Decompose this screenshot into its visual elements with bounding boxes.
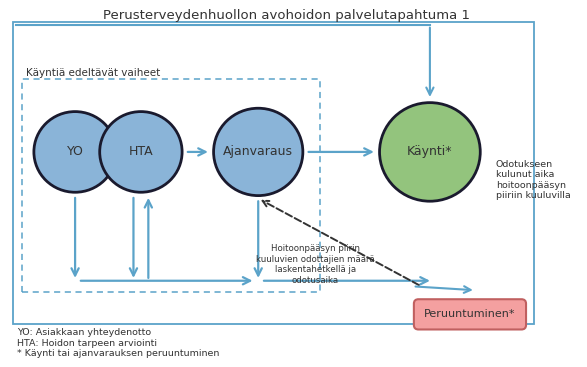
Bar — [14, 22, 534, 324]
Text: Perusterveydenhuollon avohoidon palvelutapahtuma 1: Perusterveydenhuollon avohoidon palvelut… — [103, 9, 470, 22]
Circle shape — [100, 112, 182, 192]
Text: YO: Asiakkaan yhteydenotto
HTA: Hoidon tarpeen arviointi
* Käynti tai ajanvarauk: YO: Asiakkaan yhteydenotto HTA: Hoidon t… — [16, 328, 219, 358]
Circle shape — [214, 108, 303, 196]
Bar — [22, 79, 320, 292]
FancyBboxPatch shape — [414, 299, 526, 330]
Text: Odotukseen
kulunut aika
hoitoonpääsyn
piiriin kuuluvilla: Odotukseen kulunut aika hoitoonpääsyn pi… — [495, 160, 571, 200]
Circle shape — [380, 103, 480, 201]
Text: Ajanvaraus: Ajanvaraus — [223, 145, 294, 159]
Circle shape — [34, 112, 116, 192]
Text: Käyntiä edeltävät vaiheet: Käyntiä edeltävät vaiheet — [26, 68, 161, 78]
Text: YO: YO — [67, 145, 83, 159]
Text: HTA: HTA — [129, 145, 153, 159]
Text: Peruuntuminen*: Peruuntuminen* — [424, 309, 516, 319]
Text: Hoitoonpääsyn piirin
kuuluvien odottajien määrä
laskentahetkellä ja
odotusaika: Hoitoonpääsyn piirin kuuluvien odottajie… — [256, 244, 375, 284]
Text: Käynti*: Käynti* — [407, 145, 453, 159]
